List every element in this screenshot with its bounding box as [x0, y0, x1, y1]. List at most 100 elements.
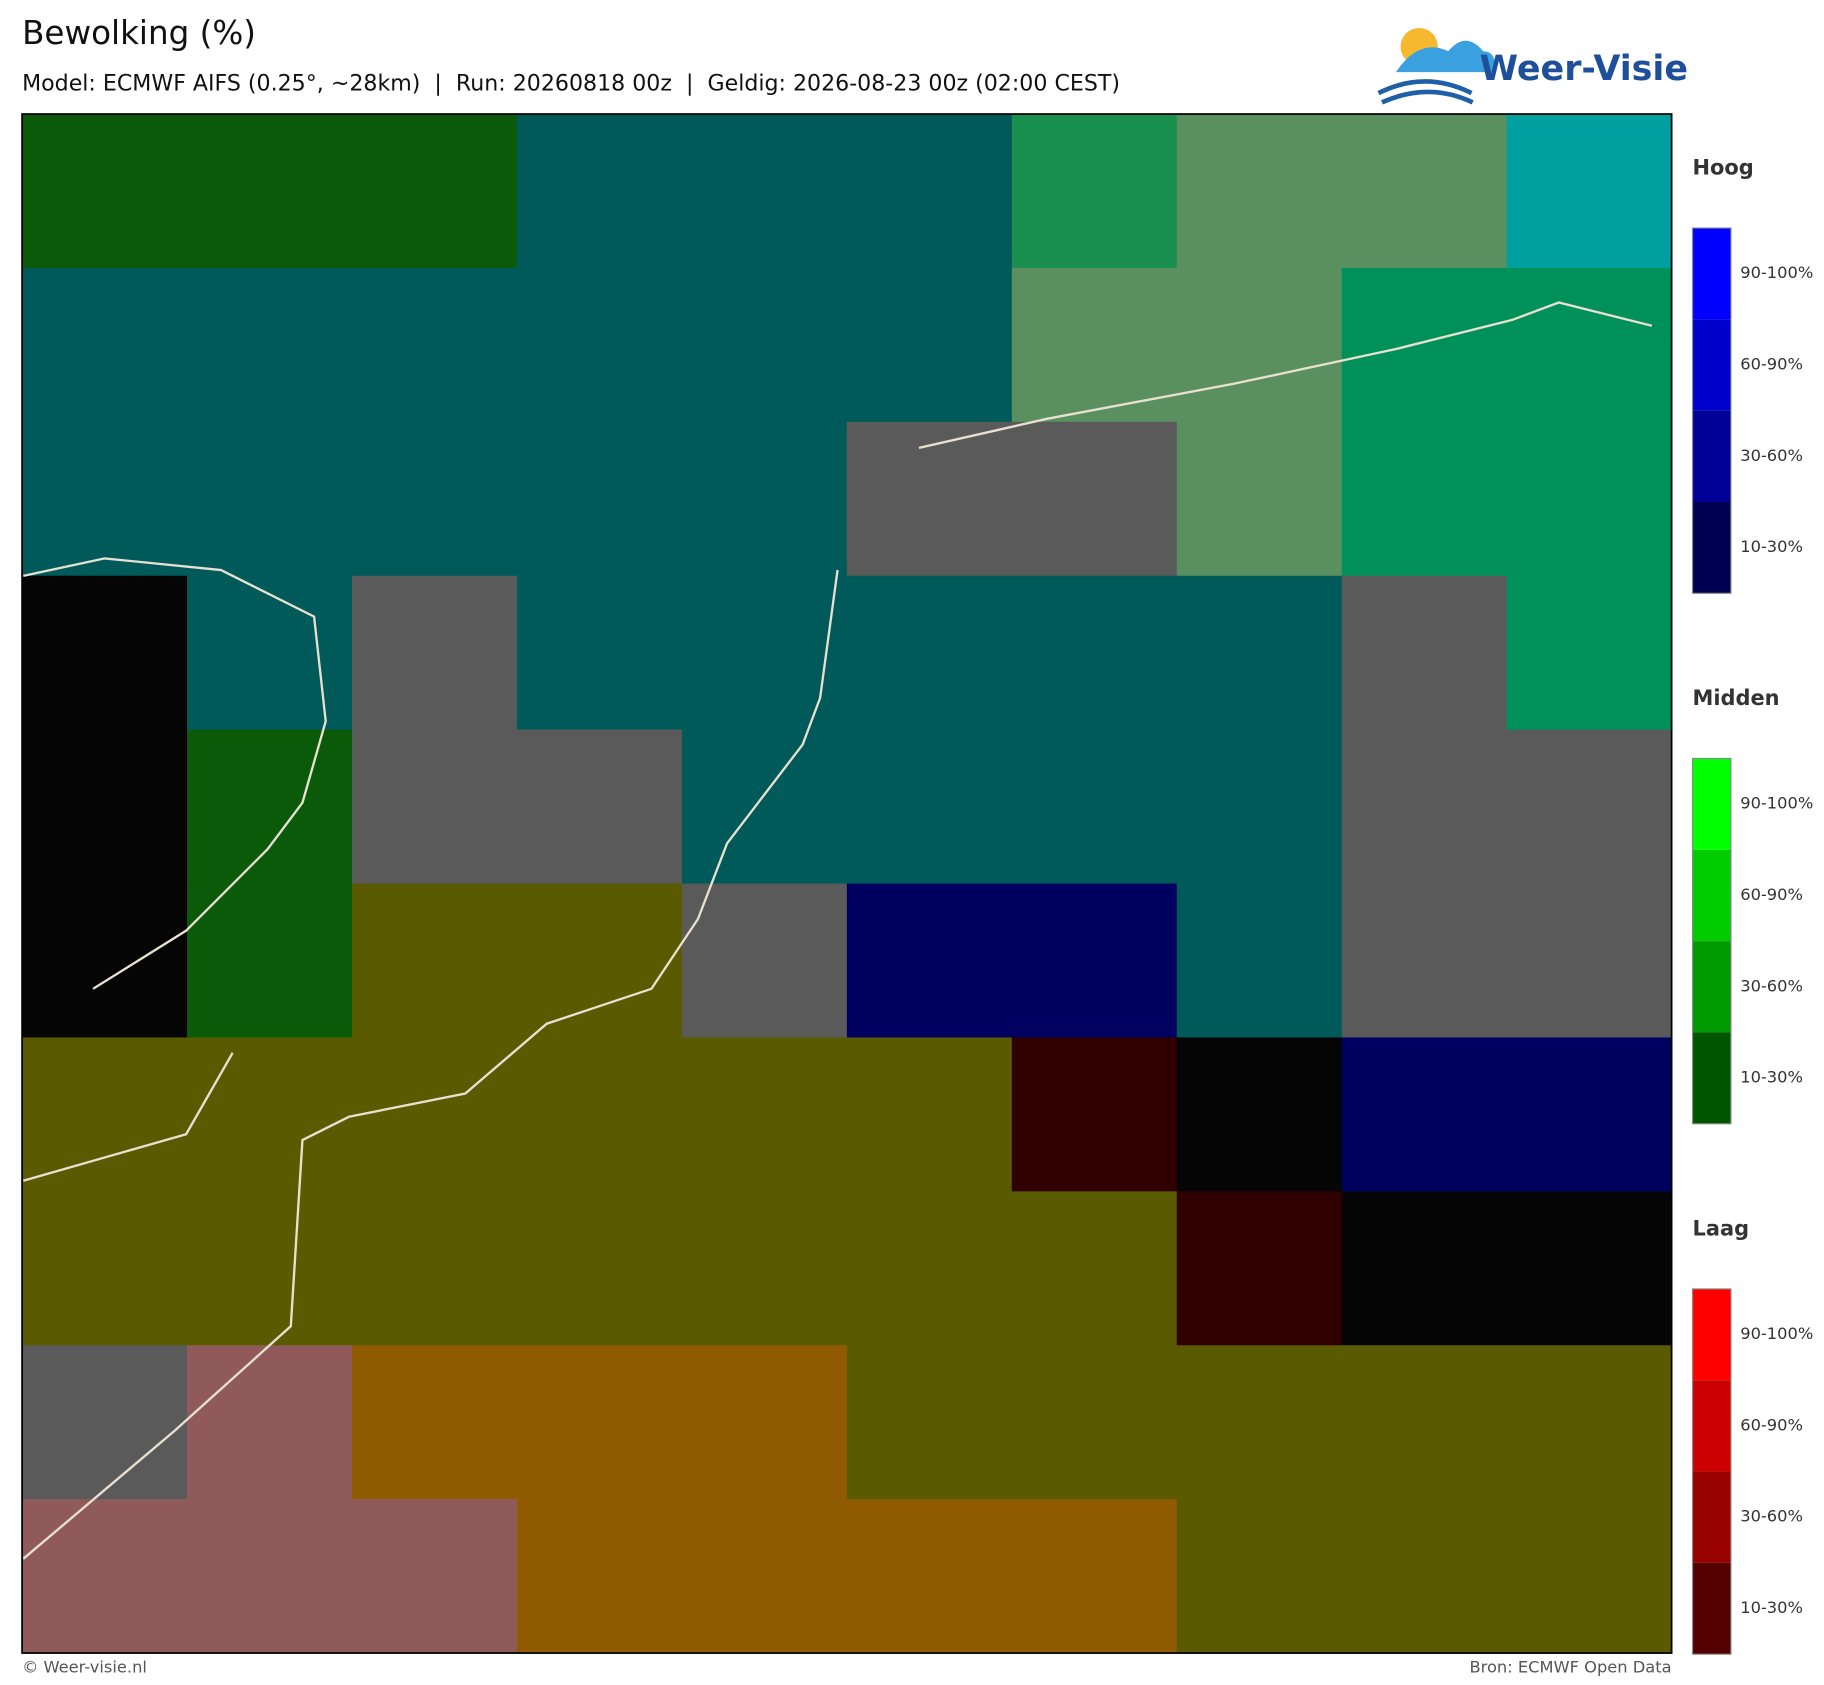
legend-title: Midden [1693, 686, 1780, 710]
cloud-cell [1341, 575, 1508, 731]
legend-label: 90-100% [1740, 263, 1813, 282]
cloud-cell [1176, 1345, 1343, 1500]
cloud-cell [187, 729, 353, 885]
cloud-cell [1341, 1191, 1508, 1346]
cloud-cell [22, 114, 188, 269]
cloud-cell [1011, 729, 1178, 885]
cloud-cell [1341, 1345, 1508, 1500]
cloud-cell [187, 883, 353, 1039]
cloud-cell [22, 267, 188, 423]
cloud-cell [1506, 267, 1673, 423]
cloud-cell [1506, 421, 1673, 577]
logo: Weer-Visie [1377, 27, 1688, 105]
cloud-cell [352, 575, 518, 731]
cloud-cell [1341, 729, 1508, 885]
cloud-cell [1506, 114, 1673, 269]
cloud-cell [1341, 267, 1508, 423]
legend-label: 10-30% [1740, 537, 1803, 556]
cloud-cell [1506, 1499, 1673, 1654]
cloud-cell [1176, 1499, 1343, 1654]
cloud-cell [1011, 1037, 1178, 1192]
cloud-cell [516, 729, 683, 885]
cloud-cell [681, 1345, 848, 1500]
cloud-cell [681, 729, 848, 885]
cloud-cell [22, 421, 188, 577]
cloud-cell [1176, 1037, 1343, 1192]
cloud-cell [352, 421, 518, 577]
cloud-cell [846, 1499, 1013, 1654]
legend-swatch [1692, 941, 1731, 1033]
cloud-cell [22, 1499, 188, 1654]
cloud-cell [1176, 1191, 1343, 1346]
legend-swatch [1692, 1562, 1731, 1655]
cloud-cell [1341, 883, 1508, 1039]
cloud-cell [1011, 114, 1178, 269]
cloud-cell [1176, 729, 1343, 885]
cloud-cell [352, 114, 518, 269]
legend-frame [1691, 1288, 1732, 1655]
cloud-cell [22, 883, 188, 1039]
cloud-cell [187, 267, 353, 423]
cloud-cell [352, 267, 518, 423]
legend-label: 60-90% [1740, 885, 1803, 904]
cloud-cell [352, 883, 518, 1039]
legend-label: 30-60% [1740, 446, 1803, 465]
legend-label: 90-100% [1740, 1324, 1813, 1343]
legend-title: Hoog [1693, 156, 1754, 180]
cloud-cell [187, 1037, 353, 1192]
cloud-cell [516, 1191, 683, 1346]
legend-swatch [1692, 1288, 1731, 1381]
cloud-cell [1506, 1037, 1673, 1192]
cloud-cell [187, 421, 353, 577]
logo-waves [1377, 79, 1474, 105]
cloud-cell [1176, 421, 1343, 577]
coast-mainland [22, 569, 839, 1560]
title: Bewolking (%) [22, 14, 256, 52]
cloud-cell [846, 1345, 1013, 1500]
cloud-cell [516, 883, 683, 1039]
cloud-cell [1506, 1191, 1673, 1346]
cloud-cell [846, 1191, 1013, 1346]
legend-frame [1691, 757, 1732, 1125]
cloud-cell [1506, 729, 1673, 885]
cloud-cell [352, 1345, 518, 1500]
cloud-cell [352, 1191, 518, 1346]
cloud-cell [187, 575, 353, 731]
legend-swatch [1692, 228, 1731, 320]
cloud-cell [1341, 1037, 1508, 1192]
cloud-cell [22, 1037, 188, 1192]
legend-swatch [1692, 1032, 1731, 1124]
cloud-cell [1011, 883, 1178, 1039]
cloud-cell [187, 1191, 353, 1346]
cloud-cell [681, 421, 848, 577]
legend-swatch [1692, 319, 1731, 411]
coast-north [918, 301, 1653, 450]
coastlines [22, 301, 1653, 1560]
cloud-cell [22, 1345, 188, 1500]
legend-label: 90-100% [1740, 794, 1813, 813]
legend-label: 10-30% [1740, 1598, 1803, 1617]
cloud-cell [1011, 1191, 1178, 1346]
cloud-cell [22, 729, 188, 885]
cloud-cell [1176, 883, 1343, 1039]
cloud-cell [352, 1037, 518, 1192]
legend-label: 60-90% [1740, 355, 1803, 374]
legend-swatch [1692, 849, 1731, 942]
cloud-cell [516, 421, 683, 577]
legend-label: 30-60% [1740, 976, 1803, 995]
cloud-cell [1011, 421, 1178, 577]
subtitle: Model: ECMWF AIFS (0.25°, ~28km) | Run: … [22, 70, 1120, 96]
coast-uk-south [22, 1052, 234, 1182]
legend-swatch [1692, 410, 1731, 502]
legend-label: 10-30% [1740, 1068, 1803, 1087]
cloud-cell [681, 1037, 848, 1192]
cloud-cell [846, 729, 1013, 885]
cloud-cell [516, 1345, 683, 1500]
cloud-cell [516, 575, 683, 731]
cloud-cell [187, 114, 353, 269]
cloud-cell [352, 729, 518, 885]
cloud-cell [1176, 114, 1343, 269]
copyright: © Weer-visie.nl [22, 1658, 147, 1677]
legend-swatch [1692, 501, 1731, 594]
